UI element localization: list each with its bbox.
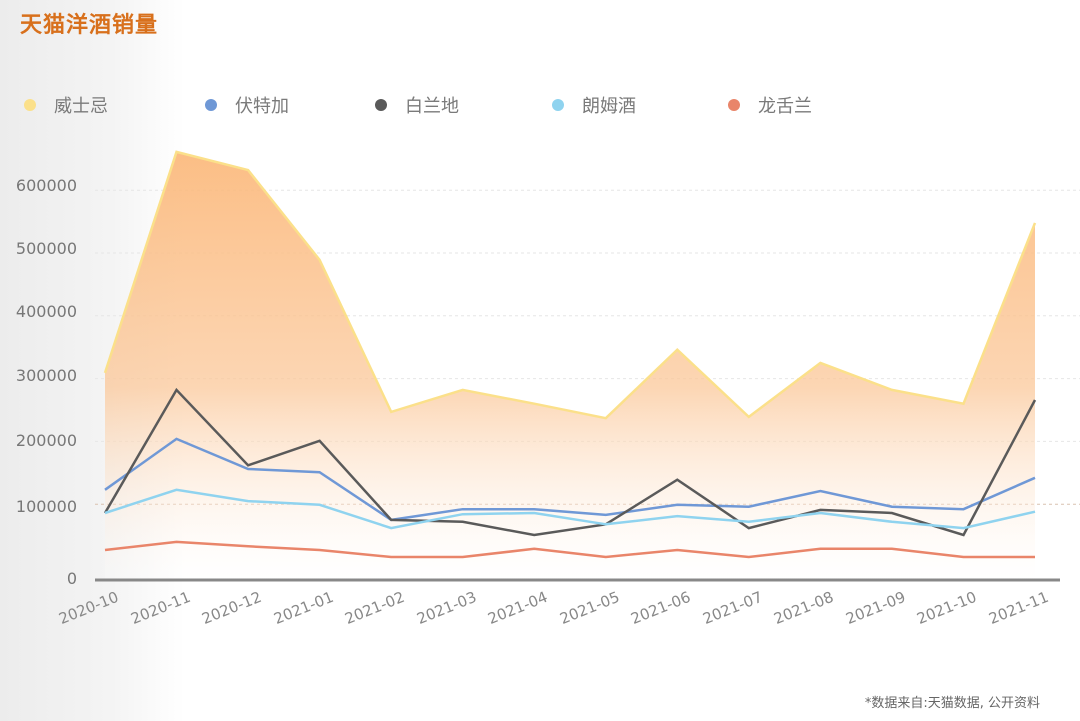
whisky-dot-icon	[24, 99, 36, 111]
legend-item-brandy[interactable]: 白兰地	[375, 92, 459, 118]
series-line-3	[104, 488, 1036, 530]
vodka-dot-icon	[205, 99, 217, 111]
legend-item-tequila[interactable]: 龙舌兰	[728, 92, 812, 118]
brandy-dot-icon	[375, 99, 387, 111]
y-tick: 100000	[15, 497, 77, 516]
legend-label: 威士忌	[54, 96, 108, 117]
legend-item-rum[interactable]: 朗姆酒	[552, 92, 636, 118]
legend-label: 伏特加	[235, 96, 289, 117]
source-footnote: *数据来自:天猫数据, 公开资料	[864, 696, 1040, 711]
tequila-dot-icon	[728, 99, 740, 111]
y-tick: 200000	[15, 431, 77, 450]
series-line-4	[104, 540, 1035, 559]
whisky-area	[105, 151, 1035, 580]
y-tick: 600000	[15, 176, 77, 195]
legend-item-whisky[interactable]: 威士忌	[24, 92, 108, 118]
series-line-1	[104, 437, 1036, 522]
legend: 威士忌 伏特加 白兰地 朗姆酒 龙舌兰	[0, 92, 1080, 120]
series-line-2	[103, 387, 1037, 537]
y-tick: 0	[66, 569, 77, 588]
legend-label: 朗姆酒	[582, 96, 636, 117]
chart-title: 天猫洋酒销量	[20, 13, 159, 38]
rum-dot-icon	[552, 99, 564, 111]
y-tick: 400000	[15, 302, 77, 321]
legend-label: 白兰地	[405, 96, 459, 117]
y-tick: 300000	[15, 366, 77, 385]
series-line-0	[103, 150, 1037, 420]
legend-item-vodka[interactable]: 伏特加	[205, 92, 289, 118]
legend-label: 龙舌兰	[758, 96, 812, 117]
y-tick: 500000	[15, 239, 77, 258]
